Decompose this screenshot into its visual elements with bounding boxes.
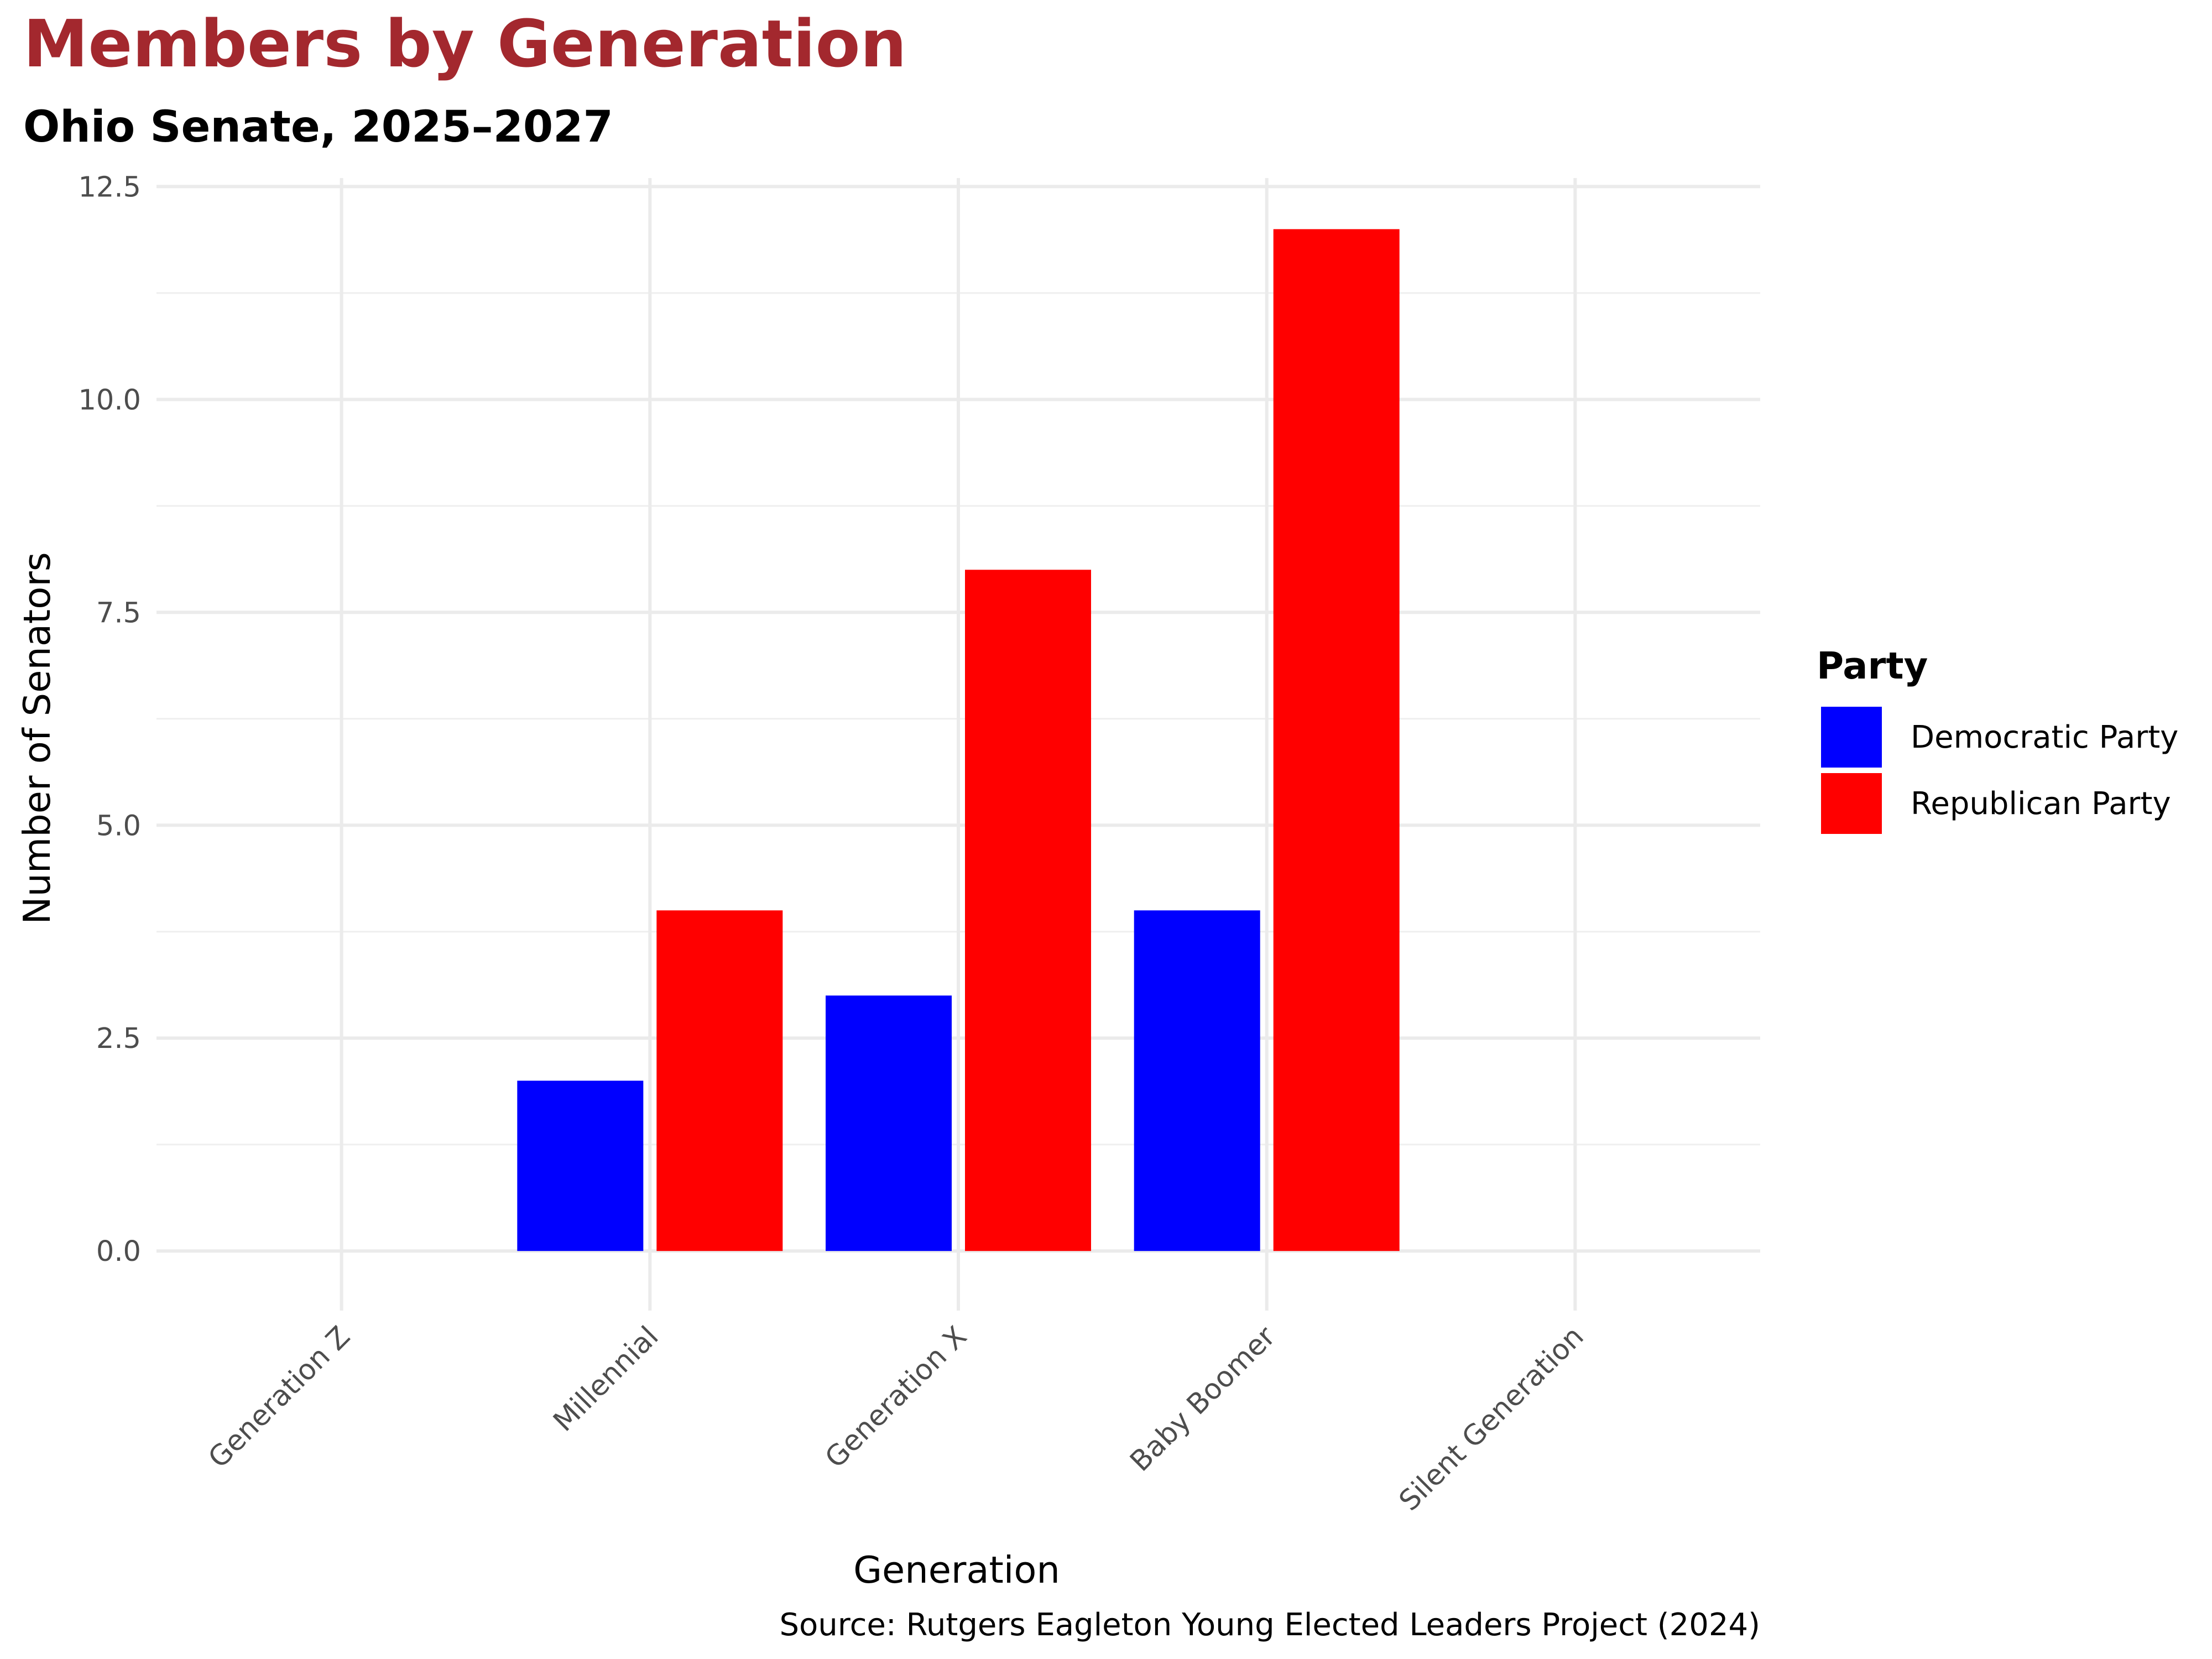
y-tick-label: 2.5 bbox=[96, 1022, 141, 1055]
y-axis-ticks: 0.0 2.5 5.0 7.5 10.0 12.5 bbox=[78, 171, 141, 1268]
x-tick-label: Silent Generation bbox=[1393, 1320, 1590, 1517]
bar-democratic-party-millennial bbox=[517, 1081, 644, 1251]
bar-republican-party-millennial bbox=[656, 910, 783, 1251]
x-axis-title: Generation bbox=[853, 1548, 1060, 1592]
legend-label-republican: Republican Party bbox=[1911, 786, 2171, 822]
legend-title: Party bbox=[1817, 644, 1928, 687]
y-tick-label: 5.0 bbox=[96, 810, 141, 842]
x-tick-label: Generation Z bbox=[202, 1320, 357, 1474]
grid-major bbox=[156, 178, 1760, 1311]
bars bbox=[517, 229, 1400, 1251]
legend-label-democratic: Democratic Party bbox=[1911, 719, 2178, 755]
bar-republican-party-baby-boomer bbox=[1273, 229, 1400, 1251]
x-tick-label: Generation X bbox=[819, 1320, 973, 1474]
y-tick-label: 7.5 bbox=[96, 597, 141, 629]
legend-swatch-republican bbox=[1821, 773, 1882, 834]
chart-title: Members by Generation bbox=[23, 6, 907, 82]
bar-republican-party-generation-x bbox=[965, 570, 1091, 1251]
y-axis-title: Number of Senators bbox=[15, 552, 59, 924]
x-axis-ticks: Generation Z Millennial Generation X Baby B… bbox=[202, 1320, 1590, 1517]
legend-swatch-democratic bbox=[1821, 707, 1882, 768]
chart-subtitle: Ohio Senate, 2025–2027 bbox=[23, 102, 613, 152]
y-tick-label: 0.0 bbox=[96, 1235, 141, 1268]
bar-democratic-party-generation-x bbox=[826, 995, 952, 1251]
legend: Party Democratic Party Republican Party bbox=[1817, 644, 2178, 834]
y-tick-label: 10.0 bbox=[78, 384, 141, 416]
x-tick-label: Millennial bbox=[547, 1320, 665, 1438]
x-tick-label: Baby Boomer bbox=[1124, 1320, 1282, 1478]
y-tick-label: 12.5 bbox=[78, 171, 141, 204]
bar-democratic-party-baby-boomer bbox=[1134, 910, 1260, 1251]
chart-caption: Source: Rutgers Eagleton Young Elected L… bbox=[779, 1607, 1760, 1643]
